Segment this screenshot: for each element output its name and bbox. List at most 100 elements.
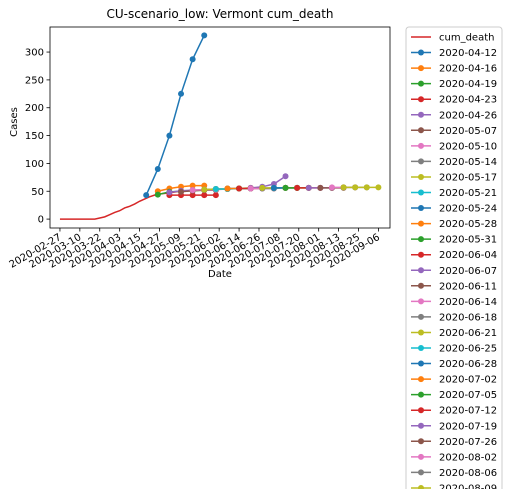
y-tick-label: 250 [25,75,44,86]
legend-label: 2020-06-04 [439,250,497,261]
legend-item: 2020-04-26 [411,110,497,121]
axes-frame [49,26,391,229]
data-point [212,192,219,199]
legend-item: 2020-07-05 [411,390,497,401]
legend-label: 2020-07-05 [439,390,497,401]
legend-marker [418,391,424,398]
data-point [340,184,347,191]
legend-item: 2020-04-16 [411,64,497,75]
legend-marker [418,236,424,243]
legend-item: 2020-05-28 [411,219,497,230]
y-tick-label: 50 [31,187,44,198]
legend-marker [418,453,424,460]
data-point [201,186,208,193]
legend-label: 2020-05-17 [439,172,497,183]
legend-marker [418,313,424,320]
legend-item: cum_death [411,33,494,44]
legend-label: 2020-05-31 [439,235,497,246]
data-point [178,90,185,97]
legend-item: 2020-06-11 [411,281,497,292]
legend-label: 2020-04-16 [439,64,497,75]
legend-item: 2020-05-24 [411,204,497,215]
data-point [154,165,161,172]
legend-label: 2020-05-21 [439,188,497,199]
data-point [178,188,185,195]
legend-marker [418,111,424,118]
legend-marker [418,96,424,103]
legend-marker [418,345,424,351]
legend-item: 2020-06-18 [411,312,497,323]
legend-item: 2020-08-06 [411,468,497,479]
legend-item: 2020-05-07 [411,126,497,137]
y-tick-label: 100 [25,159,44,170]
legend-item: 2020-05-10 [411,141,497,152]
legend-label: 2020-04-23 [439,95,497,106]
legend-marker [418,422,424,429]
legend-label: 2020-04-19 [439,79,497,90]
legend-label: 2020-04-12 [439,48,497,59]
legend-item: 2020-05-14 [411,157,497,168]
x-axis: 2020-02-272020-03-102020-03-222020-04-03… [8,228,382,271]
data-point [282,184,289,191]
legend: cum_death 2020-04-12 2020-04-16 2020-04-19 2… [405,26,503,489]
data-point [166,189,173,196]
data-point [363,184,370,191]
data-point [317,184,324,191]
series-line [250,175,286,189]
data-point [154,191,161,198]
series-1 [143,32,208,199]
legend-marker [418,158,424,165]
y-tick-label: 0 [38,215,44,226]
legend-item: 2020-06-07 [411,266,497,277]
legend-marker [418,329,424,336]
legend-label: 2020-07-19 [439,421,497,432]
legend-item: 2020-06-21 [411,328,497,339]
legend-label: 2020-06-07 [439,266,497,277]
legend-item: 2020-05-21 [411,188,497,199]
data-point [189,192,196,199]
data-point [259,184,266,191]
legend-item: 2020-04-12 [411,48,497,59]
legend-item: 2020-07-02 [411,375,497,386]
legend-marker [418,65,424,72]
legend-label: 2020-07-26 [439,437,497,448]
legend-label: 2020-06-25 [439,344,497,355]
y-tick-label: 150 [25,131,44,142]
legend-marker [418,49,424,56]
legend-label: 2020-07-02 [439,375,497,386]
legend-marker [418,80,424,87]
y-axis: 0 50 100 150 200 250 300 [25,48,50,226]
legend-marker [418,376,424,383]
legend-item: 2020-06-28 [411,359,497,370]
legend-frame [405,26,503,489]
legend-label: cum_death [439,33,494,44]
legend-item: 2020-04-19 [411,79,497,90]
plot-area [59,32,382,220]
series-line [145,35,205,196]
legend-label: 2020-08-06 [439,468,497,479]
legend-marker [418,360,424,367]
legend-marker [418,438,424,445]
legend-item: 2020-08-09 [411,483,497,489]
data-point [212,186,219,193]
legend-marker [418,205,424,212]
data-point [201,192,208,199]
legend-marker [418,173,424,180]
legend-label: 2020-06-14 [439,297,497,308]
y-tick-label: 300 [25,48,44,59]
series-6 [178,187,219,195]
legend-item: 2020-06-04 [411,250,497,261]
legend-item: 2020-06-14 [411,297,497,308]
data-point [294,184,301,191]
data-point [189,56,196,63]
legend-label: 2020-08-09 [439,483,497,489]
legend-label: 2020-08-02 [439,452,497,463]
legend-marker [418,142,424,149]
legend-label: 2020-05-14 [439,157,497,168]
y-axis-label: Cases [9,107,20,137]
legend-item: 2020-04-23 [411,95,497,106]
chart-title: CU-scenario_low: Vermont cum_death [106,7,333,21]
legend-marker [418,189,424,196]
legend-label: 2020-05-10 [439,141,497,152]
